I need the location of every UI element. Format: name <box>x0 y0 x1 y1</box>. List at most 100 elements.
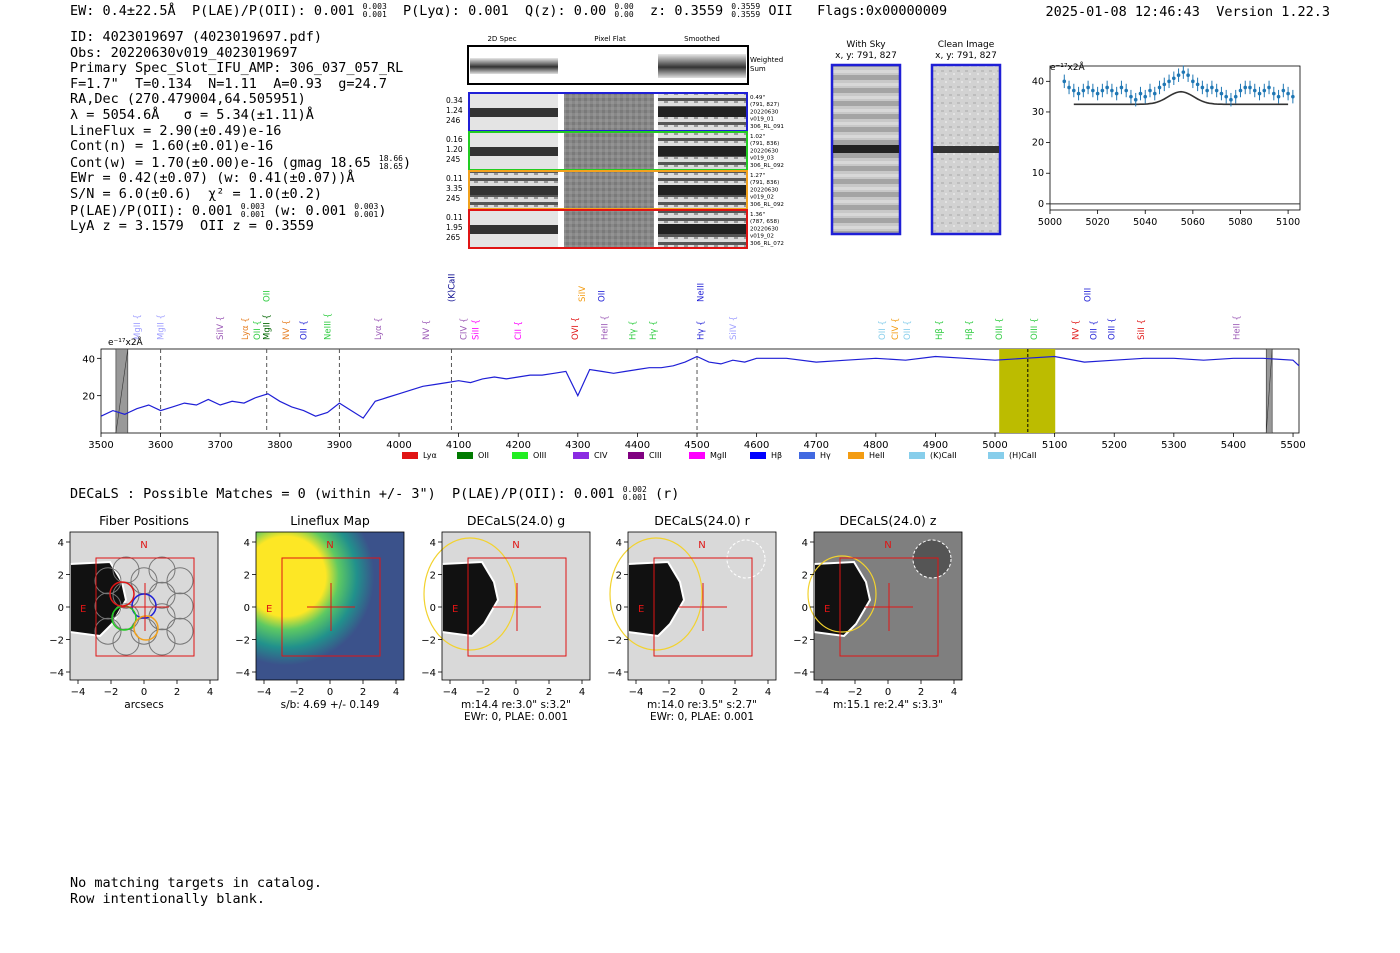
east-label: E <box>80 604 86 615</box>
fiber-circle <box>148 556 176 584</box>
cutout-row-right-label: (787, 658) <box>750 219 779 225</box>
info-id: ID: 4023019697 (4023019697.pdf) <box>70 29 322 45</box>
legend-label: OIII <box>533 451 546 460</box>
col-pixel-flat: Pixel Flat <box>594 35 626 43</box>
cutout-row-right-label: (791, 836) <box>750 180 779 186</box>
legend-label: Lyα <box>423 451 437 460</box>
full-xtick-label: 4200 <box>505 440 530 451</box>
zoom-data-point <box>1210 85 1214 90</box>
zoom-data-point <box>1186 73 1190 77</box>
zoom-data-point <box>1081 88 1086 93</box>
zoom-ytick-label: 40 <box>1032 76 1044 87</box>
info-plae: P(LAE)/P(OII): 0.001 0.003 0.001 (w: 0.00… <box>70 201 387 219</box>
line-id-top-label: (K)CaII <box>447 274 457 302</box>
panel-ytick-label: 2 <box>802 571 808 582</box>
candidate-circle <box>912 539 952 579</box>
panel-caption: m:14.4 re:3.0" s:3.2" <box>461 699 571 711</box>
cutout-row-left-label: 0.34 <box>446 96 463 105</box>
full-plot-frame <box>100 348 1300 434</box>
timestamp-version: 2025-01-08 12:46:43 Version 1.22.3 <box>1045 4 1331 20</box>
east-label: E <box>266 604 272 615</box>
panel-ytick-label: −4 <box>49 668 64 679</box>
line-id-label: Lyα { <box>241 317 251 340</box>
info-lineflux: LineFlux = 2.90(±0.49)e-16 <box>70 122 282 139</box>
zoom-data-point <box>1195 82 1200 87</box>
aperture-box <box>653 557 753 657</box>
zoom-data-point <box>1067 85 1071 90</box>
zoom-data-point <box>1129 94 1133 99</box>
full-ylabel: e⁻¹⁷x2Å <box>108 336 144 348</box>
panel-ytick-label: −2 <box>235 636 250 647</box>
clean-xy: x, y: 791, 827 <box>935 51 997 61</box>
cutout-row-right-label: 1.02" <box>750 134 765 140</box>
zoom-data-point <box>1167 79 1171 84</box>
panel-caption: m:15.1 re:2.4" s:3.3" <box>833 699 943 711</box>
full-xtick-label: 4700 <box>803 440 828 451</box>
zoom-data-point <box>1133 97 1138 102</box>
line-id-label: OII { <box>300 320 310 340</box>
zoom-data-point <box>1267 85 1271 90</box>
zoom-data-point <box>1248 85 1252 90</box>
panel-title: DECaLS(24.0) g <box>467 513 565 528</box>
zoom-data-point <box>1095 91 1100 96</box>
line-id-label: OII { <box>1089 320 1099 340</box>
full-xtick-label: 4900 <box>923 440 948 451</box>
cutout-row-left-label: 245 <box>446 155 461 164</box>
panel-ytick-label: 0 <box>430 603 436 614</box>
cutout-row-left-label: 265 <box>446 233 461 242</box>
panel-ytick-label: −4 <box>235 668 250 679</box>
full-xtick-label: 4800 <box>863 440 888 451</box>
decals-title: DECaLS : Possible Matches = 0 (within +/… <box>70 485 680 503</box>
cutout-row-right-label: 20220630 <box>750 187 779 193</box>
zoom-xtick-label: 5020 <box>1086 217 1110 228</box>
info-sn: S/N = 6.0(±0.6) χ² = 1.0(±0.2) <box>70 185 322 202</box>
panel-xtick-label: −4 <box>443 687 458 698</box>
zoom-data-point <box>1262 88 1267 93</box>
footer-line-1: No matching targets in catalog. <box>70 875 322 891</box>
cutout-row-right-label: 306_RL_092 <box>750 163 784 169</box>
east-label: E <box>452 604 458 615</box>
north-label: N <box>512 540 519 551</box>
zoom-ytick-label: 0 <box>1038 199 1044 210</box>
weighted-sum-row: Weighted Sum <box>467 45 783 85</box>
line-id-label: NV { <box>282 320 292 340</box>
footer-line-2: Row intentionally blank. <box>70 890 266 907</box>
line-id-label: Hγ { <box>629 320 639 340</box>
full-spectrum-plot: MgII {MgII {SiIV {Lyα {OII {MgII {NV {OI… <box>82 274 1306 460</box>
zoom-data-point <box>1238 88 1243 93</box>
spec-cutouts: 2D Spec Pixel Flat Smoothed Weighted Sum… <box>446 35 784 249</box>
zoom-data-point <box>1229 97 1233 102</box>
full-xtick-label: 3700 <box>207 440 232 451</box>
cutout-row-right-label: v019_02 <box>750 234 774 240</box>
cutout-row-right-label: v019_01 <box>750 117 774 123</box>
panel-ytick-label: −2 <box>793 636 808 647</box>
panel-ytick-label: −4 <box>421 668 436 679</box>
lineflux-map <box>256 532 404 680</box>
zoom-data-point <box>1091 88 1095 93</box>
cutout-row-left-label: 245 <box>446 194 461 203</box>
line-id-label: SiII { <box>1137 319 1147 340</box>
cutout-row-left-label: 3.35 <box>446 184 463 193</box>
svg-text:Sum: Sum <box>750 65 766 73</box>
aperture-box <box>839 557 939 657</box>
cutout-row-right-label: 0.49" <box>750 95 765 101</box>
full-ytick-label: 40 <box>82 354 95 365</box>
fiber-circle <box>166 592 194 620</box>
legend-swatch <box>848 452 864 459</box>
cutout-row-left-label: 0.11 <box>446 213 463 222</box>
line-id-label: OII { <box>878 320 888 340</box>
zoom-data-point <box>1086 85 1090 90</box>
legend-label: Hγ <box>820 451 831 460</box>
clean-title: Clean Image <box>938 40 995 50</box>
panel-xtick-label: 2 <box>918 687 924 698</box>
info-primary: Primary Spec_Slot_IFU_AMP: 306_037_057_R… <box>70 60 404 77</box>
cutout-row-right-label: 1.27" <box>750 173 765 179</box>
zoom-data-point <box>1200 85 1205 90</box>
panel-caption-2: EWr: 0, PLAE: 0.001 <box>464 711 568 723</box>
line-id-label: SiIV { <box>729 316 739 340</box>
line-id-top-label: NeIII <box>697 283 707 302</box>
line-id-top-label: OII <box>263 290 273 302</box>
